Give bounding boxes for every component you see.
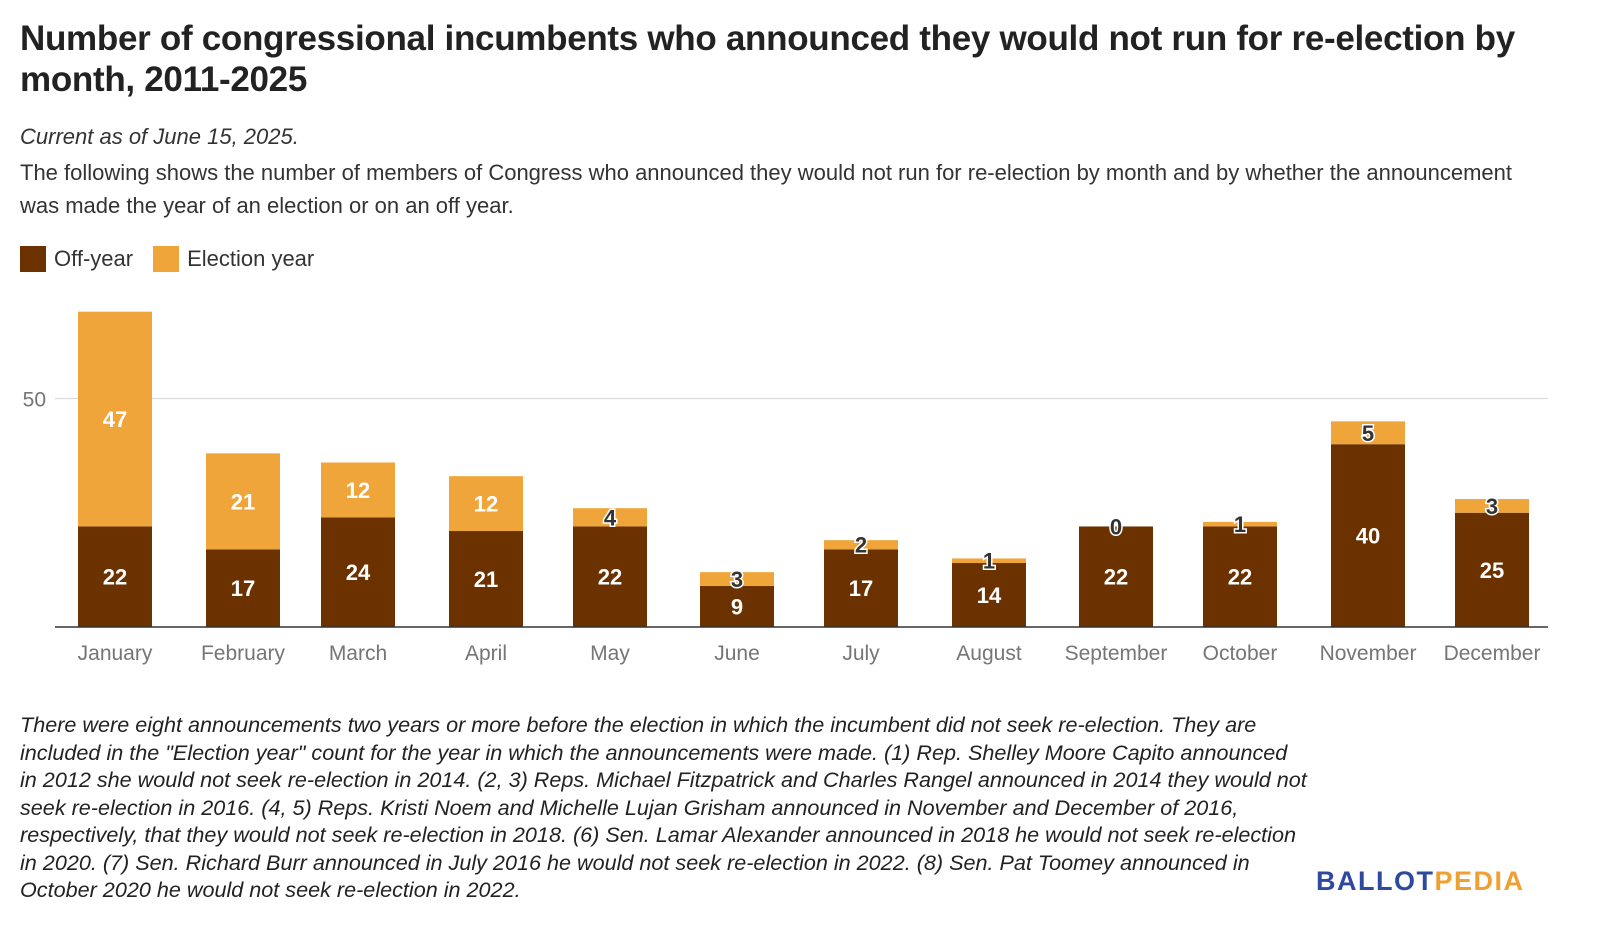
chart-footnote: There were eight announcements two years… bbox=[20, 712, 1307, 902]
data-label-election-year-march: 12 bbox=[346, 478, 370, 503]
legend-swatch-off-year bbox=[20, 246, 46, 272]
bar-election-year-december bbox=[1455, 499, 1529, 513]
chart-title: Number of congressional incumbents who a… bbox=[20, 19, 1515, 99]
legend-label-off-year: Off-year bbox=[54, 246, 134, 271]
x-tick-label-september: September bbox=[1065, 642, 1168, 665]
bar-off-year-may bbox=[573, 526, 647, 627]
ballotpedia-logo: BALLOTPEDIA bbox=[1316, 866, 1525, 897]
bar-off-year-september bbox=[1079, 526, 1153, 627]
bar-off-year-april bbox=[449, 531, 523, 627]
bar-off-year-november bbox=[1331, 444, 1405, 627]
legend-label-election-year: Election year bbox=[187, 246, 315, 271]
bar-election-year-june bbox=[700, 572, 774, 586]
bar-off-year-december bbox=[1455, 512, 1529, 627]
bar-off-year-march bbox=[321, 517, 395, 627]
data-label-election-year-october: 1 bbox=[1234, 512, 1246, 537]
chart-description: The following shows the number of member… bbox=[20, 160, 1512, 218]
x-tick-label-february: February bbox=[201, 642, 286, 665]
logo-text-pedia: PEDIA bbox=[1434, 866, 1525, 896]
x-tick-label-june: June bbox=[714, 642, 760, 665]
bar-off-year-february bbox=[206, 549, 280, 627]
bar-election-year-march bbox=[321, 462, 395, 518]
data-label-off-year-november: 40 bbox=[1356, 524, 1380, 549]
data-label-off-year-october: 22 bbox=[1228, 565, 1252, 590]
x-tick-label-may: May bbox=[590, 642, 630, 665]
legend-item-off-year: Off-year bbox=[20, 246, 133, 272]
data-label-election-year-july: 2 bbox=[855, 533, 867, 558]
logo-text-ballot: BALLOT bbox=[1316, 866, 1435, 896]
bar-election-year-may bbox=[573, 508, 647, 527]
bar-off-year-august bbox=[952, 563, 1026, 627]
data-label-off-year-july: 17 bbox=[849, 576, 873, 601]
bar-election-year-february bbox=[206, 453, 280, 550]
data-label-off-year-march: 24 bbox=[346, 560, 371, 585]
bar-election-year-july bbox=[824, 540, 898, 550]
data-label-election-year-september: 0 bbox=[1110, 514, 1122, 539]
x-tick-label-july: July bbox=[842, 642, 880, 665]
data-label-off-year-april: 21 bbox=[474, 567, 498, 592]
chart-legend: Off-year Election year bbox=[20, 244, 334, 274]
bar-off-year-june bbox=[700, 585, 774, 627]
chart-subtitle: Current as of June 15, 2025. bbox=[20, 124, 299, 149]
data-label-off-year-june: 9 bbox=[731, 594, 743, 619]
bar-election-year-november bbox=[1331, 421, 1405, 445]
data-label-off-year-january: 22 bbox=[103, 565, 127, 590]
stacked-bar-chart: 502247January1721February2412March2112Ap… bbox=[23, 311, 1548, 665]
y-tick-label-50: 50 bbox=[23, 389, 46, 412]
data-label-off-year-february: 17 bbox=[231, 576, 255, 601]
bar-election-year-october bbox=[1203, 521, 1277, 527]
x-tick-label-november: November bbox=[1320, 642, 1417, 665]
bar-election-year-january bbox=[78, 311, 152, 527]
legend-swatch-election-year bbox=[153, 246, 180, 272]
data-label-election-year-august: 1 bbox=[983, 549, 995, 574]
data-label-off-year-may: 22 bbox=[598, 565, 622, 590]
bar-off-year-october bbox=[1203, 526, 1277, 627]
bar-election-year-april bbox=[449, 476, 523, 532]
x-tick-label-march: March bbox=[329, 642, 387, 665]
x-tick-label-april: April bbox=[465, 642, 507, 665]
x-tick-label-december: December bbox=[1444, 642, 1541, 665]
data-label-off-year-december: 25 bbox=[1480, 558, 1504, 583]
data-label-election-year-june: 3 bbox=[731, 567, 743, 592]
legend-item-election-year: Election year bbox=[153, 246, 314, 272]
data-label-off-year-august: 14 bbox=[977, 583, 1002, 608]
bar-off-year-july bbox=[824, 549, 898, 627]
x-tick-label-october: October bbox=[1203, 642, 1278, 665]
data-label-election-year-may: 4 bbox=[604, 505, 617, 530]
bar-off-year-january bbox=[78, 526, 152, 627]
data-label-election-year-january: 47 bbox=[103, 407, 127, 432]
data-label-election-year-april: 12 bbox=[474, 492, 498, 517]
data-label-election-year-november: 5 bbox=[1362, 421, 1374, 446]
x-tick-label-august: August bbox=[956, 642, 1022, 665]
bar-election-year-august bbox=[952, 558, 1026, 564]
data-label-election-year-february: 21 bbox=[231, 489, 255, 514]
data-label-off-year-september: 22 bbox=[1104, 565, 1128, 590]
x-tick-label-january: January bbox=[78, 642, 153, 665]
data-label-election-year-december: 3 bbox=[1486, 494, 1498, 519]
